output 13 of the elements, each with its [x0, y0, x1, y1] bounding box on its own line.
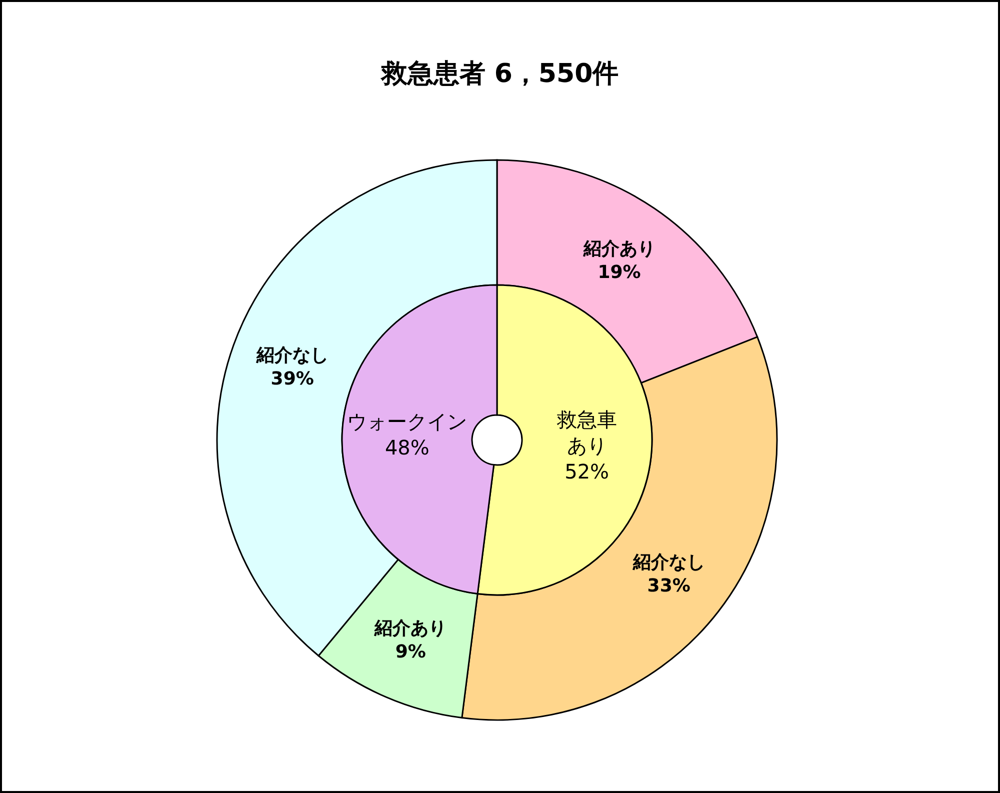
- chart-title: 救急患者 6，550件: [379, 59, 619, 89]
- slice-label: ウォークイン: [347, 409, 468, 434]
- data-label: 48%: [384, 435, 430, 460]
- data-label: 52%: [564, 460, 610, 484]
- slice-label: 救急車あり: [556, 408, 617, 458]
- slice-label: 紹介なし: [255, 344, 328, 366]
- data-label: 19%: [598, 262, 641, 284]
- slice-label: 紹介あり: [374, 618, 447, 640]
- data-label: 9%: [395, 642, 426, 663]
- slice-label: 紹介あり: [582, 238, 656, 260]
- data-label: 39%: [270, 368, 314, 390]
- data-label: 33%: [647, 575, 690, 596]
- slice-label: 紹介なし: [632, 552, 705, 573]
